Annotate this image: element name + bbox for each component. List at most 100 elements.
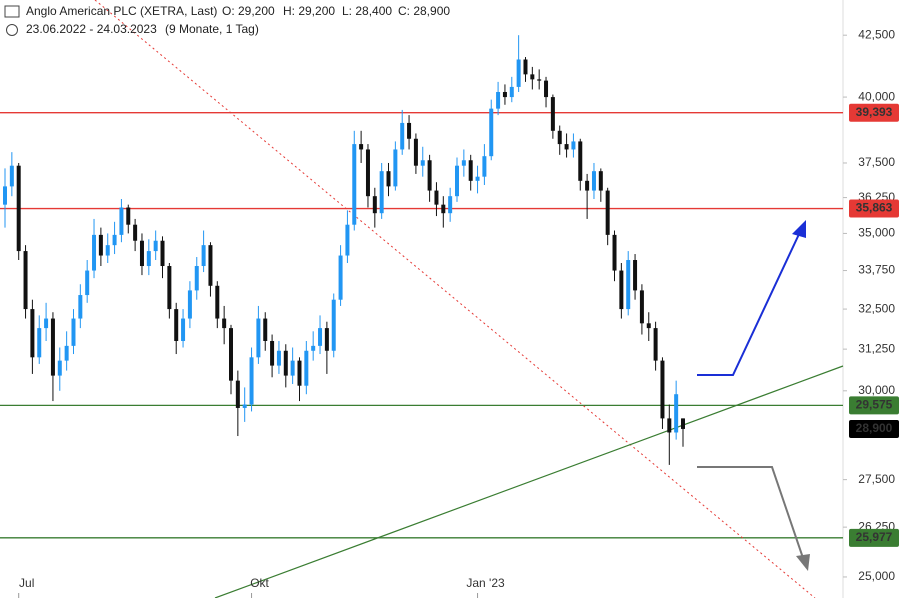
candle-body (496, 91, 501, 109)
candle-body (407, 122, 412, 139)
candle-body (187, 290, 192, 319)
candle-body (304, 350, 309, 386)
candle-body (372, 196, 377, 214)
candle-body (646, 323, 651, 329)
candle-body (50, 318, 55, 376)
candle-body (215, 285, 220, 319)
candle-body (455, 165, 459, 197)
candle-body (318, 328, 323, 346)
x-tick-label: Jul (19, 576, 34, 590)
candle-body (352, 144, 357, 225)
last-price-label: 28,900 (856, 421, 893, 435)
x-tick-label: Okt (250, 576, 269, 590)
candle-body (434, 190, 439, 205)
candle-body (653, 328, 658, 361)
candle-body (9, 165, 14, 187)
arrow-down (697, 466, 804, 559)
candle-body (639, 290, 644, 324)
y-tick-label: 32,500 (858, 301, 895, 315)
candle-body (297, 360, 302, 386)
arrow-up (697, 231, 801, 376)
candle-body (92, 234, 97, 271)
y-tick-label: 30,000 (858, 383, 895, 397)
candle-body (564, 144, 569, 150)
chart-icon (4, 5, 20, 18)
candle-body (126, 207, 131, 225)
y-tick-label: 37,500 (858, 155, 895, 169)
trend-line-support (214, 365, 844, 598)
candle-body (591, 171, 596, 191)
candle-body (523, 59, 528, 75)
trend-line-resistance (94, 0, 816, 598)
candle-body (235, 380, 240, 408)
candle-body (194, 266, 199, 291)
y-tick-label: 31,250 (858, 341, 895, 355)
candle-body (263, 318, 268, 341)
candle-body (413, 138, 418, 166)
level-label: 25,977 (856, 530, 893, 544)
candle-body (379, 171, 384, 214)
duration: (9 Monate, 1 Tag) (165, 22, 259, 36)
levels (0, 112, 843, 539)
candle-body (461, 160, 466, 166)
clock-icon (6, 24, 18, 36)
candle-body (489, 108, 494, 157)
candle-body (612, 234, 617, 271)
level-label: 35,863 (856, 201, 893, 215)
y-tick-label: 27,500 (858, 472, 895, 486)
candle-body (427, 160, 432, 191)
candle-body (448, 196, 453, 214)
candle-body (468, 160, 473, 181)
candle-body (30, 309, 35, 358)
candle-body (674, 394, 679, 433)
candle-body (345, 224, 350, 256)
candles (3, 35, 685, 465)
candle-body (133, 224, 138, 241)
candle-body (249, 357, 254, 405)
candle-body (605, 190, 610, 235)
y-tick-label: 42,500 (858, 27, 895, 41)
y-tick-label: 35,000 (858, 226, 895, 240)
candle-body (23, 251, 28, 310)
candle-body (283, 350, 288, 376)
candle-body (201, 245, 206, 267)
candle-body (667, 418, 672, 433)
candle-body (331, 299, 336, 351)
candle-body (660, 360, 665, 419)
candle-body (557, 130, 562, 145)
candle-body (400, 122, 405, 150)
candle-body (153, 240, 158, 252)
ohlc-high: H: 29,200 (283, 4, 335, 18)
candle-body (167, 266, 172, 310)
candle-body (633, 260, 638, 291)
chart-title: Anglo American PLC (XETRA, Last) (26, 4, 217, 18)
candle-body (598, 171, 603, 191)
candle-body (270, 340, 275, 366)
ohlc-open: O: 29,200 (222, 4, 275, 18)
candle-body (276, 350, 281, 366)
candle-body (502, 91, 507, 98)
candle-body (393, 149, 398, 187)
level-label: 39,393 (856, 105, 893, 119)
candle-body (57, 360, 62, 376)
candle-body (482, 156, 487, 177)
period: 23.06.2022 - 24.03.2023 (26, 22, 157, 36)
candle-body (311, 345, 316, 351)
candle-body (626, 260, 631, 310)
candle-body (537, 79, 542, 81)
candle-body (229, 328, 233, 381)
candle-body (139, 240, 144, 267)
candle-body (222, 318, 227, 329)
level-label-box (849, 396, 899, 415)
candle-body (359, 144, 364, 150)
candle-body (324, 328, 329, 351)
candle-body (386, 171, 391, 187)
candle-body (208, 245, 213, 286)
arrow-down-head (796, 554, 810, 571)
candle-body (338, 255, 343, 300)
candle-body (181, 318, 186, 341)
level-label-box (849, 199, 899, 218)
candle-body (160, 240, 165, 267)
candle-body (119, 207, 124, 235)
